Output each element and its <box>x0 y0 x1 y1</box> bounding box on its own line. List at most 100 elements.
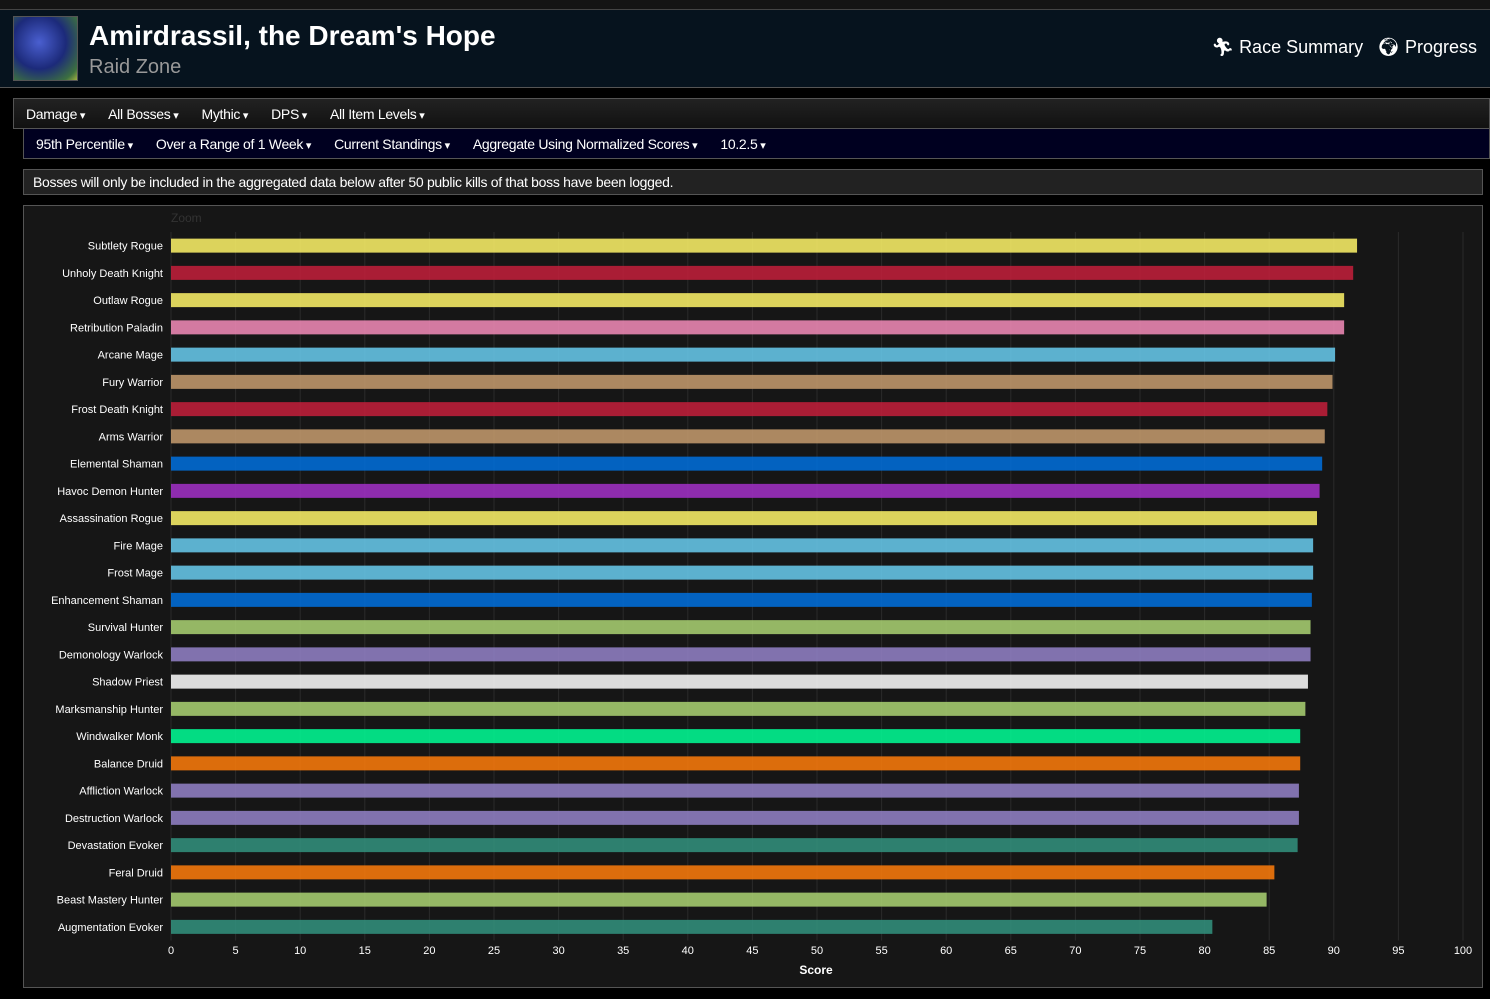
category-label: Destruction Warlock <box>65 813 164 825</box>
bar[interactable] <box>171 620 1311 635</box>
bar[interactable] <box>171 701 1306 716</box>
category-label: Subtlety Rogue <box>88 241 163 253</box>
x-tick-label: 40 <box>682 945 694 957</box>
bar[interactable] <box>171 756 1301 771</box>
x-tick-label: 85 <box>1263 945 1275 957</box>
category-label: Fire Mage <box>113 540 163 552</box>
percentile-dropdown[interactable]: 95th Percentile <box>36 136 133 152</box>
bar[interactable] <box>171 511 1318 526</box>
category-label: Devastation Evoker <box>68 840 164 852</box>
category-label: Demonology Warlock <box>59 649 164 661</box>
x-tick-label: 30 <box>552 945 564 957</box>
bar[interactable] <box>171 538 1314 553</box>
category-label: Unholy Death Knight <box>62 268 163 280</box>
x-tick-label: 100 <box>1454 945 1472 957</box>
zone-image <box>13 16 78 81</box>
x-tick-label: 10 <box>294 945 306 957</box>
category-label: Frost Mage <box>107 568 163 580</box>
difficulty-dropdown[interactable]: Mythic <box>201 106 248 122</box>
bar[interactable] <box>171 347 1336 362</box>
bar[interactable] <box>171 402 1328 417</box>
progress-label: Progress <box>1404 37 1477 57</box>
bar[interactable] <box>171 320 1345 335</box>
bar[interactable] <box>171 919 1213 934</box>
category-label: Havoc Demon Hunter <box>57 486 163 498</box>
item-level-dropdown[interactable]: All Item Levels <box>330 106 425 122</box>
category-label: Outlaw Rogue <box>93 295 163 307</box>
x-tick-label: 65 <box>1005 945 1017 957</box>
x-tick-label: 95 <box>1392 945 1404 957</box>
race-summary-label: Race Summary <box>1239 37 1364 57</box>
bar[interactable] <box>171 865 1275 880</box>
category-label: Augmentation Evoker <box>58 922 164 934</box>
bar[interactable] <box>171 483 1320 498</box>
standings-dropdown[interactable]: Current Standings <box>334 136 450 152</box>
bar[interactable] <box>171 429 1325 444</box>
race-summary-link[interactable]: 🏃︎ Race Summary <box>1211 37 1363 58</box>
category-label: Fury Warrior <box>102 377 163 389</box>
category-label: Beast Mastery Hunter <box>57 895 164 907</box>
x-tick-label: 80 <box>1198 945 1210 957</box>
x-tick-label: 0 <box>168 945 174 957</box>
bar[interactable] <box>171 892 1267 907</box>
zoom-label[interactable]: Zoom <box>171 211 202 225</box>
globe-icon: 🌍︎ <box>1377 37 1400 57</box>
x-tick-label: 5 <box>233 945 239 957</box>
category-label: Arms Warrior <box>99 431 164 443</box>
bar[interactable] <box>171 565 1314 580</box>
aggregate-dropdown[interactable]: Aggregate Using Normalized Scores <box>473 136 698 152</box>
category-label: Feral Druid <box>109 867 163 879</box>
x-tick-label: 90 <box>1328 945 1340 957</box>
bar[interactable] <box>171 238 1358 253</box>
chart-container: Zoom Subtlety Rogue Unholy Death Knight Ou… <box>23 205 1483 988</box>
category-label: Arcane Mage <box>98 350 163 362</box>
x-axis-label: Score <box>799 963 833 977</box>
bar[interactable] <box>171 674 1308 689</box>
range-dropdown[interactable]: Over a Range of 1 Week <box>156 136 311 152</box>
zone-header: Amirdrassil, the Dream's Hope Raid Zone … <box>0 10 1490 88</box>
top-strip <box>0 0 1490 10</box>
category-label: Shadow Priest <box>92 677 163 689</box>
bar[interactable] <box>171 783 1299 798</box>
progress-link[interactable]: 🌍︎ Progress <box>1377 37 1477 58</box>
category-label: Elemental Shaman <box>70 459 163 471</box>
x-tick-label: 60 <box>940 945 952 957</box>
category-label: Enhancement Shaman <box>51 595 163 607</box>
bar[interactable] <box>171 374 1333 389</box>
x-tick-label: 25 <box>488 945 500 957</box>
patch-dropdown[interactable]: 10.2.5 <box>720 136 765 152</box>
category-label: Assassination Rogue <box>60 513 163 525</box>
bar[interactable] <box>171 810 1299 825</box>
page-subtitle: Raid Zone <box>89 56 182 78</box>
bar[interactable] <box>171 647 1311 662</box>
bar[interactable] <box>171 838 1298 853</box>
category-label: Balance Druid <box>94 758 163 770</box>
metric-dropdown[interactable]: Damage <box>26 106 85 122</box>
filter-bar-secondary: 95th Percentile Over a Range of 1 Week C… <box>23 129 1490 159</box>
page-title: Amirdrassil, the Dream's Hope <box>89 20 496 51</box>
bar[interactable] <box>171 265 1354 280</box>
category-label: Marksmanship Hunter <box>55 704 163 716</box>
running-icon: 🏃︎ <box>1211 37 1235 57</box>
category-label: Retribution Paladin <box>70 322 163 334</box>
x-tick-label: 20 <box>423 945 435 957</box>
x-tick-label: 75 <box>1134 945 1146 957</box>
x-tick-label: 50 <box>811 945 823 957</box>
category-label: Affliction Warlock <box>79 786 163 798</box>
x-tick-label: 45 <box>746 945 758 957</box>
x-tick-label: 70 <box>1069 945 1081 957</box>
notice-text: Bosses will only be included in the aggr… <box>23 169 1483 195</box>
x-tick-label: 35 <box>617 945 629 957</box>
bar[interactable] <box>171 729 1301 744</box>
x-tick-label: 15 <box>359 945 371 957</box>
bar[interactable] <box>171 592 1312 607</box>
filter-bar-primary: Damage All Bosses Mythic DPS All Item Le… <box>13 98 1490 129</box>
category-label: Frost Death Knight <box>71 404 163 416</box>
category-label: Windwalker Monk <box>76 731 163 743</box>
bar[interactable] <box>171 293 1345 308</box>
boss-dropdown[interactable]: All Bosses <box>108 106 178 122</box>
role-dropdown[interactable]: DPS <box>271 106 307 122</box>
bar[interactable] <box>171 456 1323 471</box>
x-tick-label: 55 <box>875 945 887 957</box>
category-label: Survival Hunter <box>88 622 164 634</box>
